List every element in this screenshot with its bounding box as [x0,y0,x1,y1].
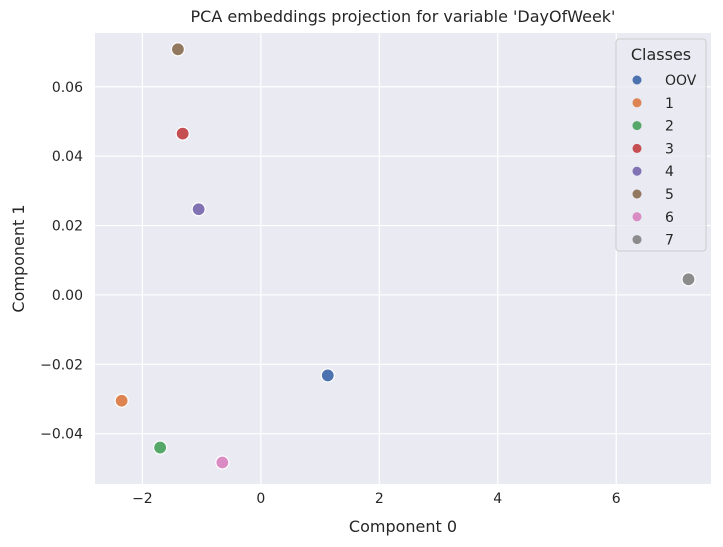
legend-marker [632,121,642,131]
legend-label: 2 [665,119,674,135]
legend-item-3: 3 [632,141,674,157]
x-axis-ticks: −2 0 2 4 6 [132,491,621,507]
legend-marker [632,235,642,245]
data-point-3 [175,126,190,141]
y-tick-label: 0.06 [52,80,83,96]
legend-item-5: 5 [632,187,674,203]
x-axis-label: Component 0 [349,517,457,536]
legend-marker [632,166,642,176]
legend-item-2: 2 [632,119,674,135]
legend-title: Classes [631,45,691,64]
legend-label: 1 [665,96,674,112]
legend-label: 6 [665,210,674,226]
legend-marker [632,75,642,85]
data-point-2 [153,440,168,455]
y-tick-label: −0.02 [40,357,83,373]
y-axis-ticks: −0.04 −0.02 0.00 0.02 0.04 0.06 [40,80,83,443]
data-point-1 [114,393,129,408]
data-point-5 [170,42,186,57]
data-point-6 [215,455,230,470]
y-tick-label: 0.04 [52,149,83,165]
plot-area [95,33,711,484]
legend-marker [632,143,642,153]
legend-label: 4 [665,164,674,180]
legend-item-4: 4 [632,164,674,180]
legend-label: 5 [665,187,674,203]
x-tick-label: 4 [493,491,502,507]
legend-items: OOV 1 2 3 4 5 6 7 [632,73,697,249]
legend-item-6: 6 [632,210,674,226]
y-tick-label: 0.00 [52,288,83,304]
legend: Classes OOV 1 2 3 4 5 6 7 [615,38,707,252]
legend-marker [632,189,642,199]
legend-item-7: 7 [632,233,674,249]
y-axis-label: Component 1 [9,204,28,312]
legend-marker [632,98,642,108]
legend-box [615,38,707,252]
legend-label: OOV [665,73,697,89]
x-tick-label: 2 [375,491,384,507]
data-point-7 [681,272,696,287]
x-tick-label: 0 [256,491,265,507]
legend-item-oov: OOV [632,73,697,89]
legend-label: 7 [665,233,674,249]
legend-marker [632,212,642,222]
chart-title: PCA embeddings projection for variable '… [191,7,616,26]
legend-item-1: 1 [632,96,674,112]
data-point-4 [191,202,206,217]
y-tick-label: −0.04 [40,427,83,443]
x-tick-label: −2 [132,491,153,507]
data-point-oov [320,368,335,383]
data-points [114,42,696,470]
legend-label: 3 [665,141,674,157]
x-tick-label: 6 [612,491,621,507]
y-tick-label: 0.02 [52,219,83,235]
